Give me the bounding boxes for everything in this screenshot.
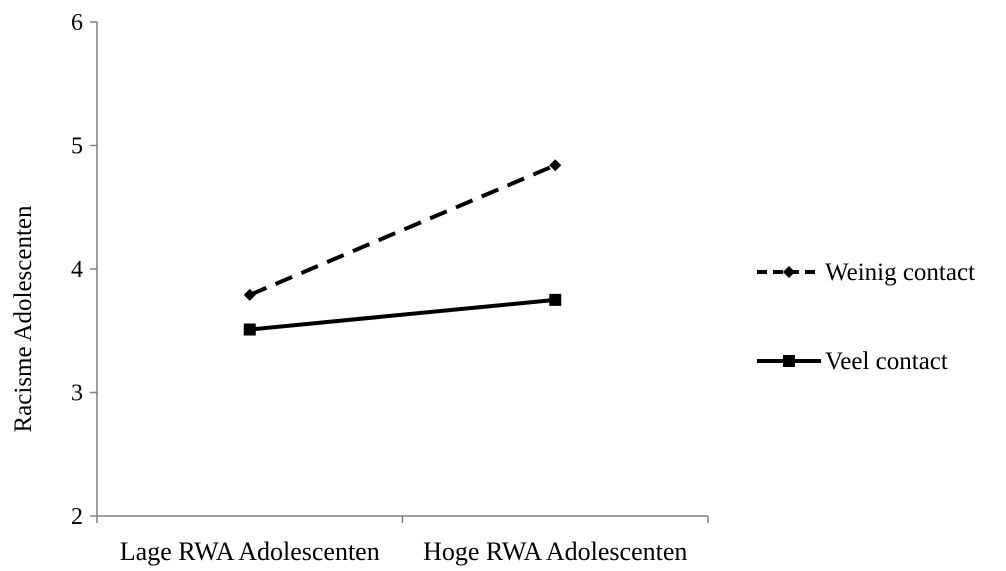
legend-item: Weinig contact (757, 259, 975, 286)
y-tick-label: 3 (71, 381, 83, 407)
y-tick-label: 2 (71, 504, 83, 530)
series-line (248, 163, 557, 297)
legend-marker (783, 266, 795, 278)
y-tick-label: 6 (71, 10, 83, 36)
x-tick-label: Hoge RWA Adolescenten (423, 537, 687, 566)
y-ticks: 2 3 4 5 6 (71, 10, 97, 530)
y-tick-label: 5 (71, 134, 83, 160)
legend-label: Weinig contact (825, 259, 975, 286)
legend-label: Veel contact (825, 348, 948, 375)
legend: Weinig contact Veel contact (757, 259, 975, 375)
y-tick-label: 4 (71, 257, 83, 283)
data-point (243, 288, 256, 301)
axes (96, 22, 708, 517)
y-axis-title: Racisme Adolescenten (10, 205, 37, 433)
series-weinig-contact (243, 159, 562, 301)
x-ticks: Lage RWA Adolescenten Hoge RWA Adolescent… (96, 516, 709, 566)
series-line (249, 297, 556, 332)
x-tick-label: Lage RWA Adolescenten (120, 537, 380, 566)
data-point (243, 323, 256, 336)
data-point (549, 159, 562, 172)
data-point (549, 293, 562, 306)
legend-item: Veel contact (757, 348, 948, 375)
series-layer (243, 159, 562, 336)
legend-marker (783, 355, 795, 367)
series-veel-contact (243, 293, 562, 336)
